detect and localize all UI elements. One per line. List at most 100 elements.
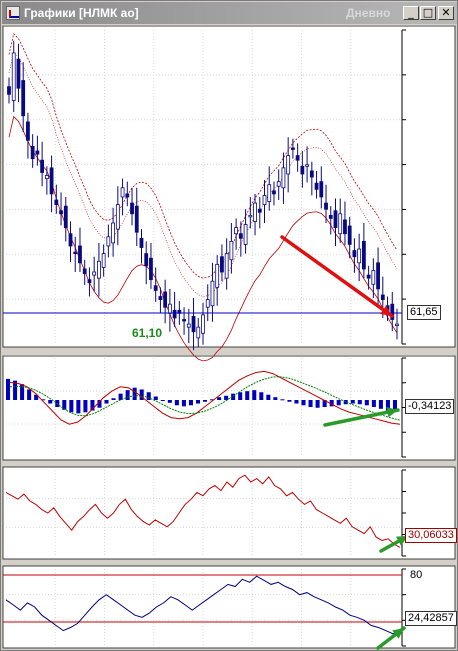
macd-histogram-bar bbox=[231, 393, 236, 400]
title-bar[interactable]: Графики [НЛМК ао] Дневно _ □ ✕ bbox=[2, 2, 457, 24]
macd-histogram-bar bbox=[174, 400, 179, 406]
candle-body bbox=[390, 303, 395, 320]
macd-histogram-bar bbox=[146, 392, 151, 400]
candle-body bbox=[257, 208, 262, 213]
macd-line bbox=[9, 370, 401, 425]
low-price-annotation: 61,10 bbox=[132, 326, 163, 340]
candle-body bbox=[182, 319, 186, 322]
candle-body bbox=[82, 268, 87, 274]
candle-body bbox=[186, 323, 191, 328]
macd-histogram-bar bbox=[41, 399, 46, 401]
candle-body bbox=[44, 175, 49, 179]
oscillator-panel[interactable] bbox=[3, 467, 455, 559]
macd-histogram-bar bbox=[6, 378, 11, 400]
candle-body bbox=[338, 213, 343, 235]
macd-histogram-bar bbox=[203, 400, 208, 402]
macd-histogram-bar bbox=[210, 399, 215, 401]
macd-histogram-bar bbox=[245, 391, 250, 400]
macd-histogram-bar bbox=[392, 400, 397, 412]
candle-body bbox=[395, 323, 399, 327]
candle-body bbox=[92, 271, 97, 276]
macd-histogram-bar bbox=[153, 396, 158, 400]
macd-histogram-bar bbox=[357, 400, 362, 405]
candle-body bbox=[205, 299, 210, 308]
candle-body bbox=[101, 253, 106, 268]
candle-body bbox=[30, 146, 35, 160]
macd-histogram-bar bbox=[378, 400, 383, 409]
candle-body bbox=[7, 86, 11, 95]
candle-body bbox=[291, 147, 295, 150]
candle-body bbox=[125, 193, 130, 198]
macd-histogram-bar bbox=[69, 400, 74, 413]
maximize-button[interactable]: □ bbox=[420, 6, 436, 20]
candle-body bbox=[276, 181, 281, 187]
panel-border bbox=[2, 466, 456, 560]
macd-histogram-bar bbox=[364, 400, 369, 406]
macd-histogram-bar bbox=[111, 398, 116, 400]
candle-body bbox=[73, 251, 78, 255]
candle-body bbox=[54, 199, 59, 206]
macd-histogram-bar bbox=[34, 394, 39, 400]
candle-body bbox=[87, 279, 92, 284]
candle-body bbox=[319, 181, 324, 198]
candle-body bbox=[376, 262, 380, 290]
macd-histogram-bar bbox=[259, 392, 264, 400]
macd-histogram-bar bbox=[118, 393, 123, 400]
candle-body bbox=[153, 285, 158, 291]
candle-body bbox=[229, 240, 234, 261]
macd-histogram-bar bbox=[371, 400, 376, 408]
upper-band-line bbox=[8, 33, 398, 279]
candle-body bbox=[191, 316, 196, 333]
macd-histogram-bar bbox=[273, 397, 278, 400]
candle-body bbox=[68, 233, 73, 247]
macd-histogram-bar bbox=[287, 400, 292, 402]
rsi-arrow-head bbox=[392, 628, 404, 639]
candle-body bbox=[111, 222, 115, 244]
macd-histogram-bar bbox=[301, 400, 306, 406]
candle-body bbox=[286, 155, 291, 175]
candle-body bbox=[139, 237, 144, 248]
candle-body bbox=[97, 260, 101, 279]
candle-body bbox=[243, 224, 248, 245]
candle-body bbox=[333, 210, 338, 228]
candle-body bbox=[158, 296, 163, 300]
rsi-panel[interactable] bbox=[3, 566, 455, 648]
candle-body bbox=[361, 240, 366, 270]
candle-body bbox=[300, 165, 305, 175]
macd-histogram-bar bbox=[266, 394, 271, 400]
candle-body bbox=[26, 121, 30, 141]
candle-body bbox=[295, 155, 300, 161]
candle-body bbox=[106, 236, 111, 247]
macd-arrow-head bbox=[386, 407, 398, 418]
rsi-upper-level-label: 80 bbox=[410, 569, 423, 581]
candle-body bbox=[21, 80, 26, 117]
candle-body bbox=[343, 219, 347, 235]
rsi-value-label: 24,42857 bbox=[405, 611, 457, 626]
candle-body bbox=[196, 326, 201, 339]
macd-histogram-bar bbox=[217, 397, 222, 400]
macd-histogram-bar bbox=[385, 400, 390, 411]
candle-body bbox=[210, 280, 215, 307]
panel-border bbox=[2, 25, 456, 348]
candle-body bbox=[253, 202, 257, 222]
price-chart-panel[interactable] bbox=[3, 25, 455, 347]
macd-histogram-bar bbox=[224, 395, 229, 400]
macd-histogram-bar bbox=[188, 400, 193, 406]
close-button[interactable]: ✕ bbox=[438, 6, 454, 20]
candle-body bbox=[220, 256, 224, 273]
macd-arrow bbox=[323, 408, 400, 427]
oscillator-value-label: 30,06033 bbox=[405, 528, 457, 543]
macd-histogram-bar bbox=[20, 384, 25, 400]
candle-body bbox=[366, 274, 371, 279]
chart-app-icon bbox=[6, 6, 20, 20]
candle-body bbox=[149, 257, 153, 281]
oscillator-line bbox=[5, 474, 401, 548]
candle-body bbox=[352, 250, 357, 258]
minimize-button[interactable]: _ bbox=[403, 6, 419, 20]
candle-body bbox=[144, 253, 149, 267]
candle-body bbox=[357, 248, 362, 264]
candle-body bbox=[309, 170, 314, 178]
middle-band-line bbox=[8, 51, 398, 297]
candle-body bbox=[163, 291, 168, 308]
